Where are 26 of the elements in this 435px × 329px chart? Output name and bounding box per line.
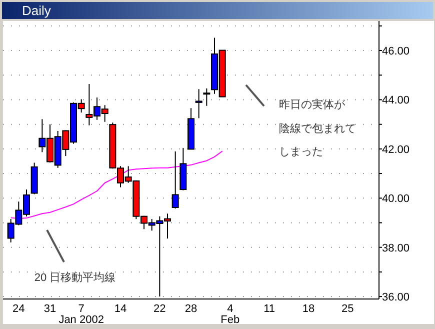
text: Feb bbox=[220, 314, 240, 326]
x-tick-label: 18 bbox=[302, 303, 315, 315]
x-tick-label: 28 bbox=[184, 303, 198, 315]
title: Daily bbox=[22, 3, 51, 18]
y-tick-label: 40.00 bbox=[382, 193, 410, 206]
x-tick-label: 7 bbox=[78, 303, 84, 315]
candlestick bbox=[203, 88, 210, 106]
x-tick-label: 25 bbox=[342, 303, 354, 315]
x-tick-label: 4 bbox=[227, 303, 234, 315]
annotation: 陰線で包まれて bbox=[279, 123, 356, 135]
y-tick-label: 36.00 bbox=[382, 292, 410, 304]
y-tick-label: 42.00 bbox=[382, 144, 410, 156]
y-tick-label: 44.00 bbox=[382, 94, 410, 107]
annotation: 昨日の実体が bbox=[279, 98, 346, 111]
candlestick bbox=[195, 88, 202, 119]
x-tick-label: 11 bbox=[264, 303, 276, 315]
y-tick-label: 46.00 bbox=[382, 46, 410, 58]
y-tick-label: 38.00 bbox=[382, 242, 410, 254]
x-tick-label: 22 bbox=[154, 303, 166, 315]
annotation: しまった bbox=[279, 146, 323, 158]
x-tick-label: 24 bbox=[12, 303, 25, 315]
x-tick-label: 14 bbox=[114, 303, 127, 315]
x-tick-label: 31 bbox=[44, 303, 56, 315]
annotation: 20 日移動平均線 bbox=[34, 272, 116, 284]
text: Jan 2002 bbox=[58, 314, 104, 326]
candlestick bbox=[172, 150, 179, 209]
